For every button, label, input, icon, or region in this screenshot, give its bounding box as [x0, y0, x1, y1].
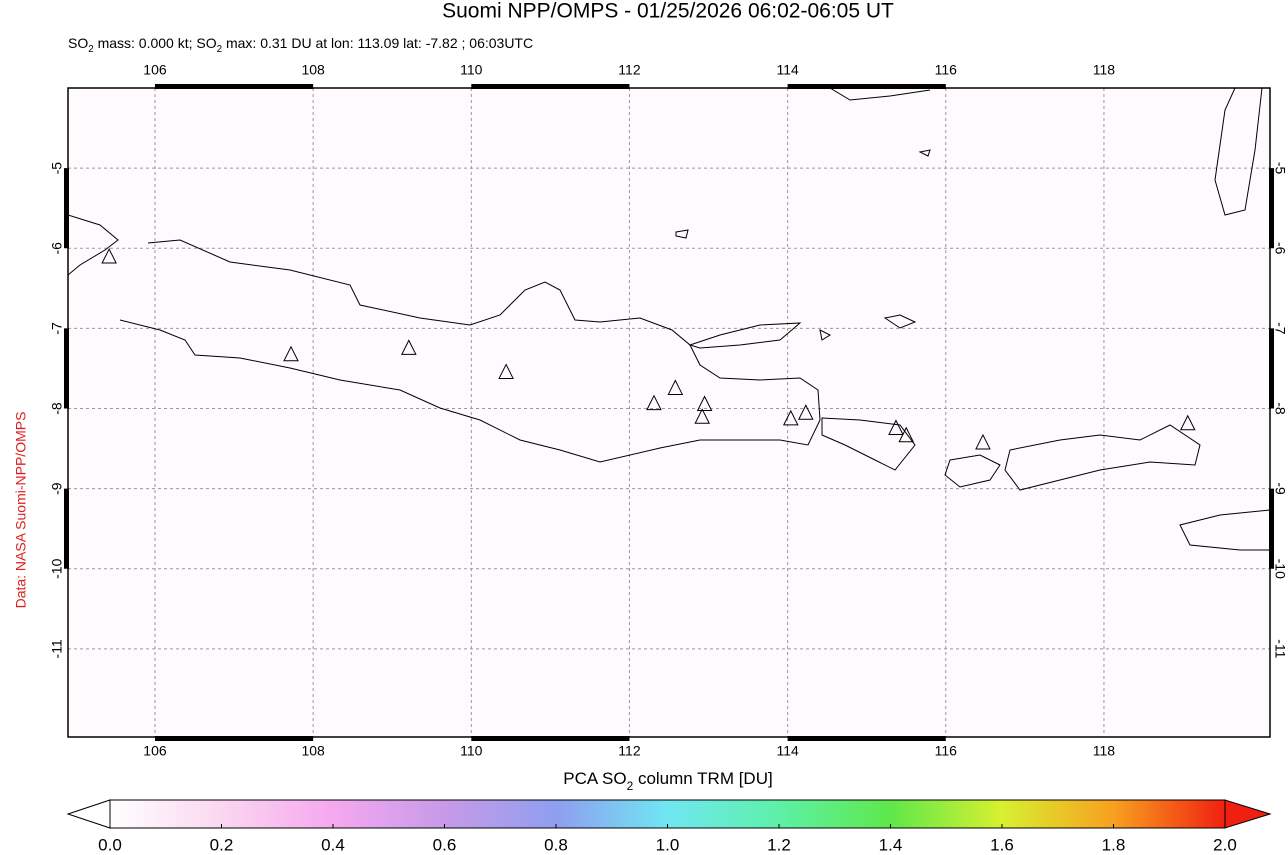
- frame-segment: [1269, 488, 1274, 569]
- sumatra-coast: [68, 214, 119, 276]
- volcano-marker: [667, 379, 684, 395]
- y-tick-label: -7: [49, 322, 65, 335]
- islands-coast: [675, 149, 931, 341]
- madura-coast: [688, 322, 802, 349]
- colorbar-tick-label: 0.0: [98, 835, 122, 854]
- text-part: SO: [68, 35, 88, 51]
- volcano-marker: [782, 409, 799, 426]
- java-coast: [119, 239, 821, 463]
- y-tick-label: -11: [1272, 639, 1288, 658]
- volcano-marker: [696, 395, 713, 411]
- subscript: 2: [88, 44, 93, 55]
- colorbar-tick-label: 1.6: [990, 835, 1014, 854]
- y-tick-label: -7: [1272, 322, 1288, 335]
- volcano-marker: [975, 433, 991, 450]
- sumbawa-coast: [1004, 424, 1201, 491]
- colorbar-tick-label: 0.6: [433, 835, 457, 854]
- x-tick-label: 106: [143, 62, 167, 78]
- frame-segment: [787, 84, 946, 89]
- lombok-coast: [944, 454, 1001, 488]
- y-tick-label: -5: [49, 162, 65, 175]
- text-part: column TRM [DU]: [633, 769, 773, 788]
- text-part: PCA SO: [563, 769, 626, 788]
- y-tick-label: -6: [1272, 242, 1288, 255]
- colorbar-tick-label: 1.0: [656, 835, 680, 854]
- y-tick-label: -5: [1272, 162, 1288, 175]
- x-tick-label: 108: [301, 62, 325, 78]
- colorbar-tick-label: 1.4: [879, 835, 903, 854]
- colorbar-tick-label: 0.8: [544, 835, 568, 854]
- frame-segment: [471, 84, 630, 89]
- frame-segment: [471, 736, 630, 741]
- text-part: mass: 0.000 kt; SO: [94, 35, 217, 51]
- y-tick-label: -10: [49, 558, 65, 578]
- x-tick-label: 114: [776, 743, 799, 759]
- map-area: [68, 88, 1270, 737]
- volcano-marker: [797, 404, 814, 420]
- x-tick-label: 110: [460, 743, 483, 759]
- y-tick-label: -8: [49, 402, 65, 415]
- colorbar-tick-label: 0.4: [321, 835, 345, 854]
- volcano-marker: [694, 408, 711, 424]
- frame-segment: [64, 168, 69, 249]
- frame-segment: [64, 488, 69, 569]
- frame-segment: [1269, 168, 1274, 249]
- y-tick-label: -8: [1272, 402, 1288, 415]
- x-tick-label: 118: [1093, 743, 1116, 759]
- frame-segment: [154, 736, 314, 741]
- colorbar-ticks: 0.0 0.2 0.4 0.6 0.8 1.0 1.2 1.4 1.6 1.8 2.0: [98, 824, 1237, 854]
- colorbar: [109, 799, 1226, 829]
- frame-ticks: [64, 84, 1274, 741]
- colorbar-tick-label: 1.2: [767, 835, 791, 854]
- volcano-marker: [401, 339, 417, 355]
- x-tick-label: 108: [301, 743, 325, 759]
- frame-segment: [787, 736, 946, 741]
- colorbar-tick-label: 1.8: [1102, 835, 1126, 854]
- borneo-coast: [829, 88, 1263, 216]
- bali-coast: [821, 417, 916, 471]
- y-tick-label: -11: [49, 639, 65, 658]
- volcano-marker: [283, 345, 299, 362]
- volcano-marker: [898, 426, 915, 443]
- colorbar-tick-label: 0.2: [210, 835, 234, 854]
- volcano-marker: [888, 419, 904, 436]
- credit: Data: NASA Suomi-NPP/OMPS: [13, 412, 29, 609]
- y-tick-label: -6: [49, 242, 65, 255]
- subscript: 2: [627, 779, 634, 793]
- flores-coast: [1179, 509, 1270, 551]
- colorbar-label: PCA SO2 column TRM [DU]: [563, 769, 772, 793]
- x-tick-label: 110: [460, 62, 483, 78]
- volcano-marker: [498, 363, 514, 379]
- x-tick-label: 114: [776, 62, 799, 78]
- y-tick-label: -10: [1272, 559, 1288, 579]
- volcano-marker: [646, 394, 662, 411]
- map-frame: [67, 87, 1271, 738]
- x-tick-label: 118: [1093, 62, 1116, 78]
- axis-labels: 106 106 108 108 110 110 112 112 114 114 116 116 118 1…: [49, 62, 1288, 759]
- x-tick-label: 112: [618, 743, 641, 759]
- x-tick-label: 116: [935, 62, 958, 78]
- volcano-marker: [1179, 414, 1196, 431]
- volcanoes: [101, 247, 1196, 450]
- colorbar-high-arrow: [1224, 799, 1272, 829]
- x-tick-label: 116: [935, 743, 958, 759]
- x-tick-label: 106: [143, 743, 167, 759]
- title: Suomi NPP/OMPS - 01/25/2026 06:02-06:05 …: [442, 0, 894, 23]
- x-tick-label: 112: [618, 62, 641, 78]
- text-part: max: 0.31 DU at lon: 113.09 lat: -7.82 ;…: [222, 35, 533, 51]
- coastlines: [68, 88, 1270, 551]
- subtitle: SO2 mass: 0.000 kt; SO2 max: 0.31 DU at …: [68, 35, 533, 55]
- volcano-marker: [101, 247, 117, 264]
- frame-segment: [1269, 328, 1274, 409]
- grid: [68, 88, 1270, 737]
- frame-segment: [154, 84, 314, 89]
- colorbar-tick-label: 2.0: [1213, 835, 1237, 854]
- frame-segment: [64, 328, 69, 409]
- y-tick-label: -9: [49, 482, 65, 495]
- y-tick-label: -9: [1272, 482, 1288, 495]
- subscript: 2: [217, 44, 222, 55]
- colorbar-low-arrow: [66, 799, 111, 829]
